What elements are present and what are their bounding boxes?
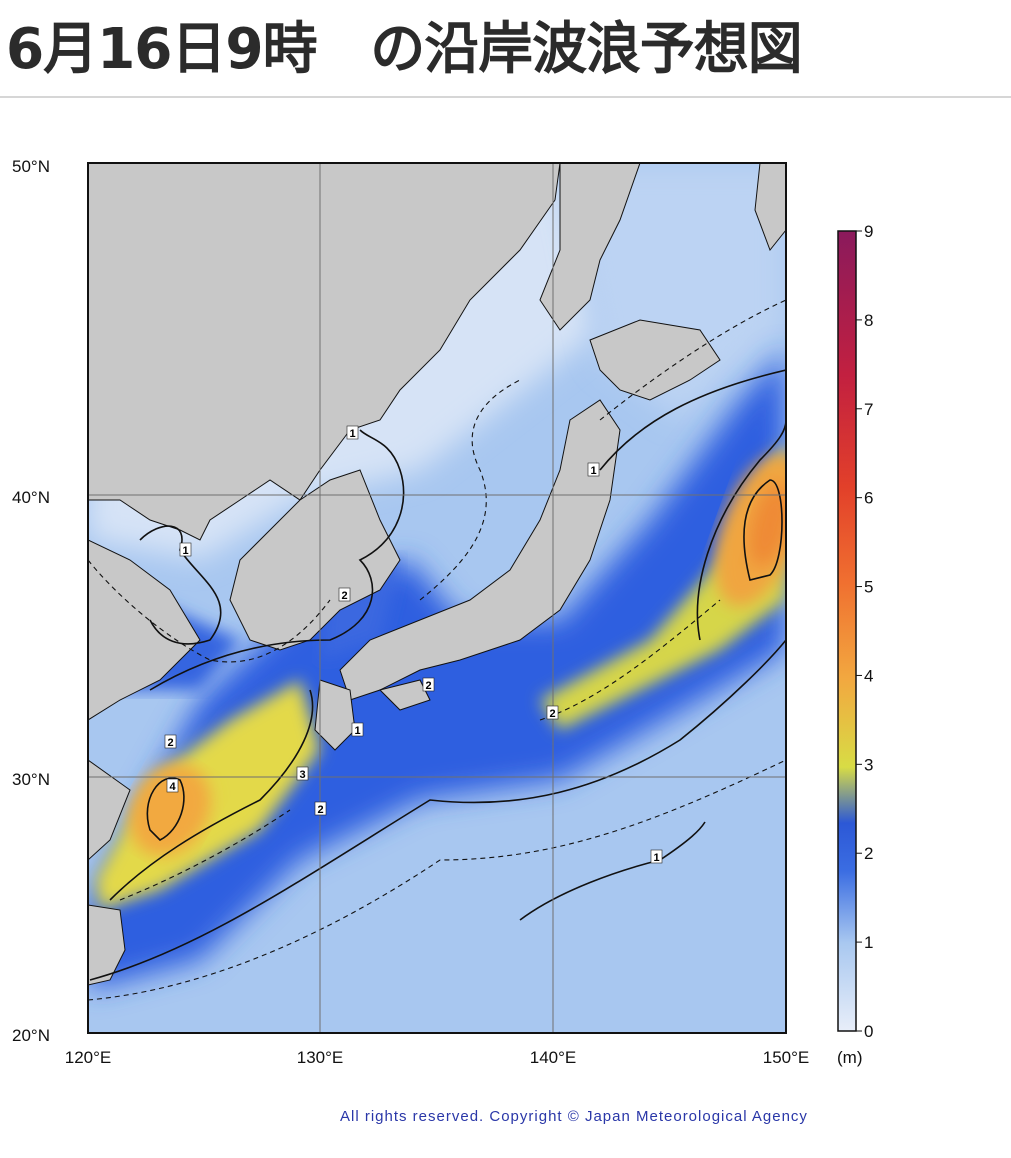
contour-label: 1 <box>587 462 600 477</box>
contour-label-text: 1 <box>590 465 596 477</box>
contour-label: 1 <box>650 849 663 864</box>
contour-label: 2 <box>422 677 435 692</box>
colorbar-tick-label: 0 <box>864 1022 873 1041</box>
contour-dashed-pacific-south <box>88 759 786 1001</box>
contour-label-text: 3 <box>299 769 305 781</box>
wave-contours-solid <box>89 369 786 981</box>
korean-peninsula <box>229 469 401 651</box>
contour-5m-pacific <box>743 479 783 581</box>
kuril-north <box>754 163 786 251</box>
contour-4m-east-china-sea <box>146 777 185 841</box>
lat-label: 50°N <box>12 157 50 176</box>
lon-label: 150°E <box>763 1048 810 1067</box>
wave-4m-peak-west <box>129 764 211 856</box>
colorbar: 9 8 7 6 5 4 3 2 1 0 (m) <box>837 222 873 1067</box>
contour-label-text: 4 <box>169 781 176 793</box>
contour-2m-south <box>89 639 786 981</box>
copyright-notice: All rights reserved. Copyright © Japan M… <box>340 1108 808 1125</box>
contour-1m-yellow-sea <box>139 525 222 645</box>
shikoku <box>379 679 431 711</box>
contour-label-text: 1 <box>182 545 188 557</box>
map-field <box>88 163 786 1033</box>
lat-label: 30°N <box>12 770 50 789</box>
china-coast-south <box>88 759 131 861</box>
contour-label: 2 <box>314 801 327 816</box>
lat-label: 40°N <box>12 488 50 507</box>
asia-mainland <box>88 163 561 541</box>
map-frame <box>87 162 787 1034</box>
contour-label-text: 1 <box>354 725 360 737</box>
taiwan <box>88 904 126 986</box>
colorbar-ticks: 9 8 7 6 5 4 3 2 1 0 <box>856 222 873 1041</box>
contour-dashed-pacific-mid <box>539 599 721 721</box>
contour-label: 2 <box>546 705 559 720</box>
contour-labels: 1 1 1 1 1 2 2 2 2 3 4 2 <box>164 425 663 864</box>
graticule <box>88 163 786 1033</box>
contour-label: 2 <box>338 587 351 602</box>
kyushu <box>314 679 356 751</box>
lon-label: 120°E <box>65 1048 112 1067</box>
colorbar-tick-label: 4 <box>864 666 873 685</box>
colorbar-tick-label: 1 <box>864 933 873 952</box>
colorbar-unit: (m) <box>837 1048 862 1067</box>
contour-dashed-japan-sea <box>419 379 521 601</box>
contour-label-text: 2 <box>341 590 347 602</box>
contour-label-text: 1 <box>653 852 659 864</box>
wave-contours-dashed <box>88 299 786 1001</box>
colorbar-tick-label: 5 <box>864 578 873 597</box>
contour-label-text: 2 <box>167 737 173 749</box>
contour-label: 2 <box>164 734 177 749</box>
contour-label: 1 <box>351 722 364 737</box>
page-title: 6月16日9時 の沿岸波浪予想図 <box>6 17 803 82</box>
colorbar-tick-label: 2 <box>864 844 873 863</box>
contour-3m-east-china-sea <box>109 689 314 901</box>
contour-1m-pacific <box>519 821 706 921</box>
contour-3m-pacific <box>696 419 786 641</box>
contour-2m-north-pacific <box>599 369 786 471</box>
colorbar-tick-label: 7 <box>864 400 873 419</box>
contour-label-text: 2 <box>549 708 555 720</box>
contour-label: 1 <box>346 425 359 440</box>
colorbar-tick-label: 3 <box>864 755 873 774</box>
hokkaido <box>589 319 721 401</box>
contour-label-text: 1 <box>349 428 355 440</box>
land <box>88 163 786 986</box>
contour-label-text: 2 <box>425 680 431 692</box>
contour-label: 4 <box>166 778 179 793</box>
contour-label-text: 2 <box>317 804 323 816</box>
colorbar-tick-label: 9 <box>864 222 873 241</box>
colorbar-tick-label: 8 <box>864 311 873 330</box>
lon-label: 130°E <box>297 1048 344 1067</box>
wave-2m-band <box>88 350 786 990</box>
lat-label: 20°N <box>12 1026 50 1045</box>
title-divider <box>0 96 1011 98</box>
china-coast <box>88 539 201 721</box>
colorbar-scale <box>837 230 857 1032</box>
contour-label: 1 <box>179 542 192 557</box>
contour-label: 3 <box>296 766 309 781</box>
colorbar-tick-label: 6 <box>864 489 873 508</box>
contour-dashed-yellow-sea <box>88 559 331 663</box>
contour-dashed-east-china-sea <box>119 809 291 901</box>
lon-label: 140°E <box>530 1048 577 1067</box>
contour-1m-japan-sea <box>149 429 405 691</box>
